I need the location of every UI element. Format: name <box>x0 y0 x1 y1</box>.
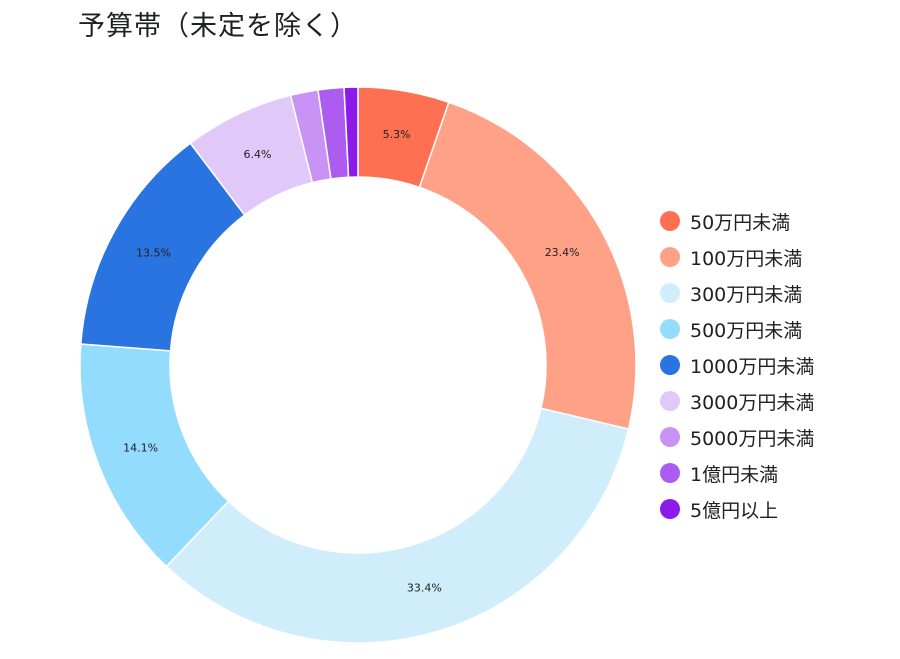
legend-item: 5億円以上 <box>660 491 814 527</box>
legend-label: 5000万円未満 <box>690 427 815 450</box>
donut-slice <box>165 407 630 644</box>
slice-percent-label: 33.4% <box>407 581 442 594</box>
legend-swatch <box>660 319 680 339</box>
slice-percent-label: 14.1% <box>123 442 158 455</box>
legend-swatch <box>660 427 680 447</box>
legend-swatch <box>660 283 680 303</box>
legend-item: 300万円未満 <box>660 275 814 311</box>
donut-slice <box>418 101 637 430</box>
legend-item: 1億円未満 <box>660 455 814 491</box>
legend-swatch <box>660 211 680 231</box>
chart-title: 予算帯（未定を除く） <box>78 11 358 42</box>
legend-swatch <box>660 247 680 267</box>
legend-label: 300万円未満 <box>690 283 803 306</box>
donut-slice <box>343 86 359 179</box>
legend-label: 100万円未満 <box>690 247 803 270</box>
slice-percent-label: 23.4% <box>545 246 580 259</box>
chart-legend: 50万円未満 100万円未満 300万円未満 500万円未満 1000万円未満 3000万… <box>660 203 814 527</box>
legend-label: 5億円以上 <box>690 499 779 522</box>
legend-label: 50万円未満 <box>690 211 791 234</box>
legend-swatch <box>660 463 680 483</box>
legend-label: 3000万円未満 <box>690 391 815 414</box>
slice-percent-label: 6.4% <box>243 148 271 161</box>
legend-item: 3000万円未満 <box>660 383 814 419</box>
legend-label: 1000万円未満 <box>690 355 815 378</box>
legend-swatch <box>660 499 680 519</box>
legend-swatch <box>660 391 680 411</box>
legend-swatch <box>660 355 680 375</box>
slice-percent-label: 5.3% <box>383 128 411 141</box>
legend-label: 1億円未満 <box>690 463 779 486</box>
legend-item: 100万円未満 <box>660 239 814 275</box>
legend-item: 50万円未満 <box>660 203 814 239</box>
legend-item: 500万円未満 <box>660 311 814 347</box>
legend-label: 500万円未満 <box>690 319 803 342</box>
legend-item: 1000万円未満 <box>660 347 814 383</box>
legend-item: 5000万円未満 <box>660 419 814 455</box>
slice-percent-label: 13.5% <box>136 246 171 259</box>
